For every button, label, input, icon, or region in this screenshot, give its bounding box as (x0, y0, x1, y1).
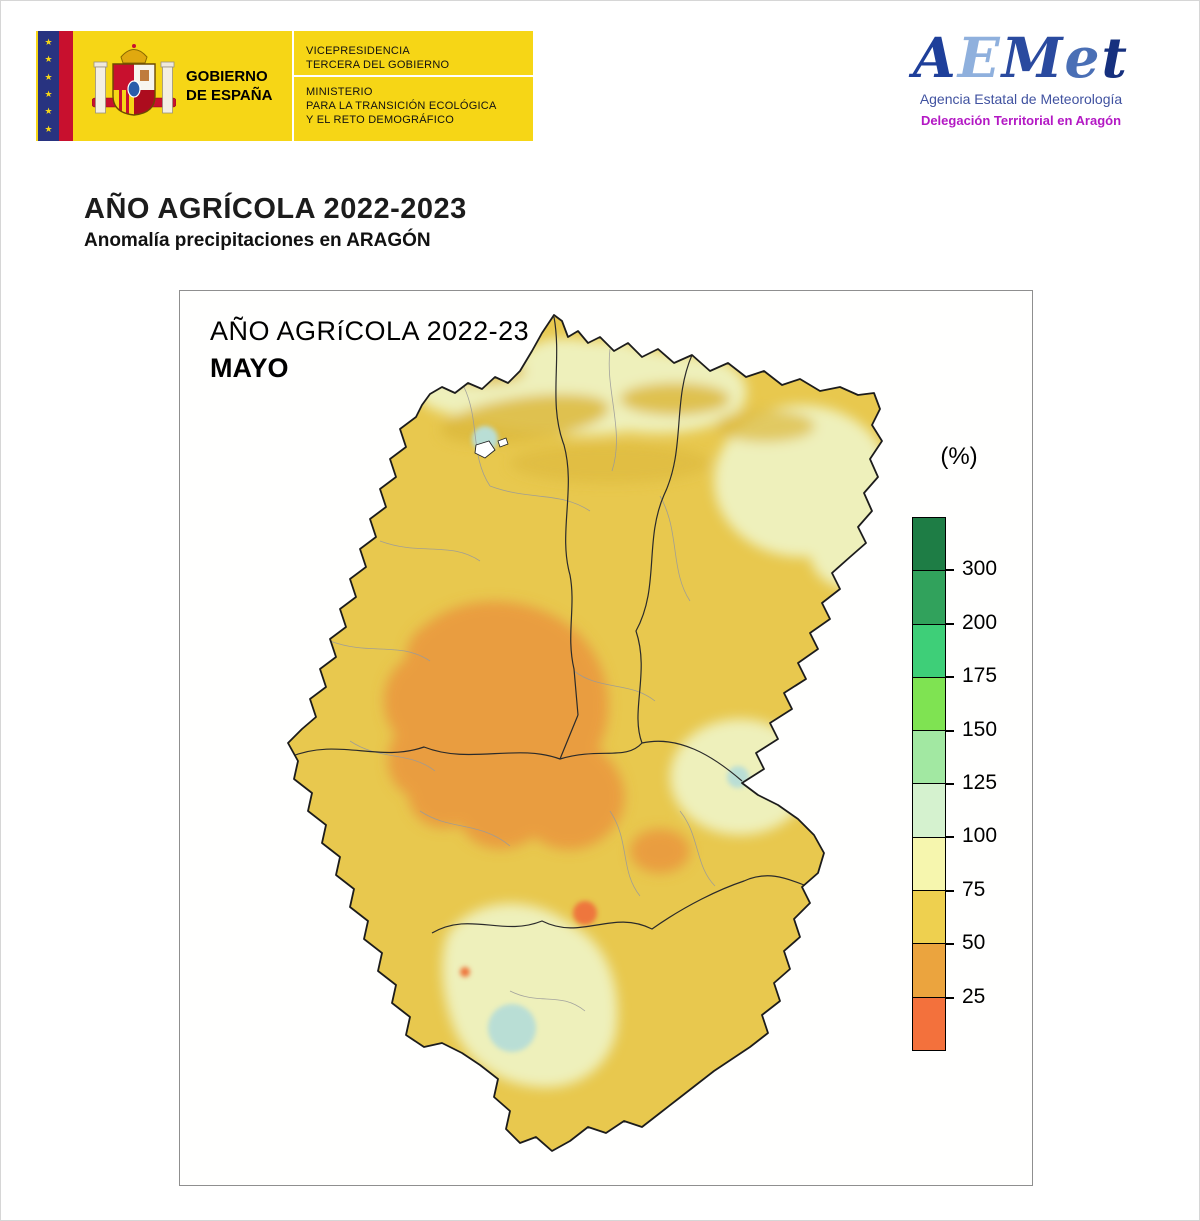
legend-bar (912, 517, 946, 1051)
legend-label: 50 (962, 931, 986, 955)
star-icon: ★ (44, 37, 53, 48)
tiny-orange-dot (460, 967, 470, 977)
aemet-logo-letter: M (1001, 25, 1065, 90)
vicepresidencia-block: VICEPRESIDENCIA TERCERA DEL GOBIERNO (306, 44, 449, 72)
gold-dark-streak-5 (510, 443, 710, 483)
legend-tick (946, 996, 954, 999)
cyan-spot-south (488, 1004, 536, 1052)
banner-horizontal-divider (292, 75, 533, 77)
legend-color-cell (913, 677, 945, 732)
spain-flag-red-stripe (59, 31, 73, 141)
ministerio-block: MINISTERIO PARA LA TRANSICIÓN ECOLÓGICA … (306, 85, 497, 127)
star-icon: ★ (44, 89, 53, 100)
ministerio-line1: MINISTERIO (306, 86, 373, 98)
pale-east-edge-blob (810, 517, 882, 589)
banner-vertical-divider (292, 31, 294, 141)
legend-tick (946, 889, 954, 892)
gold-dark-streak-2 (620, 383, 730, 415)
aragon-outline (287, 314, 883, 1152)
star-icon: ★ (44, 54, 53, 65)
legend-color-cell (913, 571, 945, 625)
legend-label: 25 (962, 984, 986, 1008)
legend-tick (946, 729, 954, 732)
legend-unit-label: (%) (940, 443, 978, 470)
ministerio-line3: Y EL RETO DEMOGRÁFICO (306, 114, 455, 126)
aemet-delegation-label: Delegación Territorial en Aragón (920, 113, 1122, 128)
comarca-boundaries (329, 348, 716, 1012)
legend-color-cell (913, 784, 945, 838)
legend-scale: 300 200 175 150 125 100 75 50 25 (912, 517, 1034, 1051)
legend-color-cell (913, 624, 945, 678)
orange-central-blob (383, 601, 625, 850)
white-enclave-1 (474, 440, 496, 459)
aemet-logo-letter: e (1064, 25, 1102, 90)
province-boundaries (289, 316, 805, 934)
legend-tick (946, 569, 954, 572)
orange-small-blob (630, 829, 690, 873)
aemet-logo-letter: t (1101, 25, 1129, 90)
legend-label: 300 (962, 557, 998, 581)
star-icon: ★ (44, 71, 53, 82)
gobierno-line2: DE ESPAÑA (186, 87, 273, 104)
vicepresidencia-line2: TERCERA DEL GOBIERNO (306, 59, 450, 71)
legend-tick (946, 622, 954, 625)
page-subtitle: Anomalía precipitaciones en ARAGÓN (84, 230, 431, 251)
legend-color-cell (913, 518, 945, 572)
legend-color-cell (913, 731, 945, 785)
legend-label: 100 (962, 824, 998, 848)
gold-dark-streak-4 (715, 410, 815, 442)
white-enclave-2 (497, 437, 509, 448)
pale-south-blob (442, 903, 618, 1088)
spain-coat-of-arms-icon (92, 44, 176, 116)
legend-tick (946, 676, 954, 679)
aemet-logo-block: AEMet Agencia Estatal de Meteorología De… (881, 27, 1161, 129)
legend-color-cell (913, 891, 945, 945)
legend-color-cell (913, 997, 945, 1050)
legend-color-cell (913, 837, 945, 892)
legend-tick (946, 836, 954, 839)
map-title-line2: MAYO (210, 353, 289, 383)
gobierno-line1: GOBIERNO (186, 68, 268, 85)
map-frame: AÑO AGRíCOLA 2022-23 MAYO (%) 300 200 175 1… (179, 290, 1033, 1186)
government-logo-banner: ★ ★ ★ ★ ★ ★ GO (36, 31, 533, 141)
deep-orange-dot (573, 901, 597, 925)
legend-label: 175 (962, 664, 998, 688)
star-icon: ★ (44, 123, 53, 134)
eu-stars-column: ★ ★ ★ ★ ★ ★ (38, 31, 59, 141)
legend-tick (946, 783, 954, 785)
aemet-logo-letter: A (913, 25, 958, 90)
aemet-logo-text: AEMet (881, 27, 1161, 89)
star-icon: ★ (44, 106, 53, 117)
map-title-line1: AÑO AGRíCOLA 2022-23 (210, 316, 530, 346)
ministry-text-block: VICEPRESIDENCIA TERCERA DEL GOBIERNO MIN… (292, 31, 533, 141)
legend-color-cell (913, 944, 945, 998)
legend-tick (946, 943, 954, 946)
map-title: AÑO AGRíCOLA 2022-23 MAYO (210, 313, 529, 387)
aragon-map-svg (287, 314, 883, 1152)
page-title: AÑO AGRÍCOLA 2022-2023 (84, 193, 467, 225)
legend-label: 125 (962, 771, 998, 794)
ministerio-line2: PARA LA TRANSICIÓN ECOLÓGICA (306, 100, 497, 112)
gobierno-de-espana-label: GOBIERNO DE ESPAÑA (186, 67, 291, 105)
aemet-logo-letter: E (957, 25, 1002, 90)
legend-label: 150 (962, 717, 998, 741)
aemet-agency-label: Agencia Estatal de Meteorología (919, 91, 1123, 107)
legend-label: 200 (962, 610, 998, 634)
vicepresidencia-line1: VICEPRESIDENCIA (306, 45, 410, 57)
legend-label: 75 (962, 877, 986, 901)
